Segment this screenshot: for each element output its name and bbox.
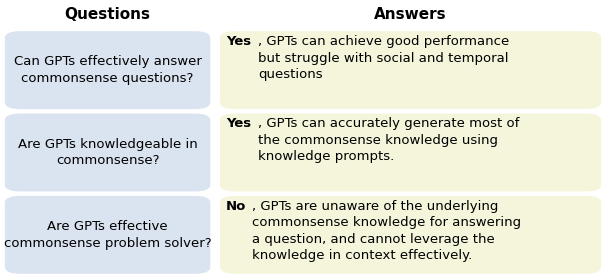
Text: Are GPTs effective
commonsense problem solver?: Are GPTs effective commonsense problem s… [4,220,211,250]
FancyBboxPatch shape [220,196,601,274]
FancyBboxPatch shape [5,196,210,274]
Text: Are GPTs knowledgeable in
commonsense?: Are GPTs knowledgeable in commonsense? [18,138,198,167]
Text: Can GPTs effectively answer
commonsense questions?: Can GPTs effectively answer commonsense … [13,55,202,85]
Text: Yes: Yes [226,117,251,130]
Text: , GPTs are unaware of the underlying
commonsense knowledge for answering
a quest: , GPTs are unaware of the underlying com… [252,200,521,262]
Text: , GPTs can accurately generate most of
the commonsense knowledge using
knowledge: , GPTs can accurately generate most of t… [258,117,520,163]
Text: Questions: Questions [65,7,150,22]
Text: Yes: Yes [226,35,251,48]
Text: Answers: Answers [375,7,447,22]
FancyBboxPatch shape [220,113,601,192]
FancyBboxPatch shape [5,113,210,192]
Text: , GPTs can achieve good performance
but struggle with social and temporal
questi: , GPTs can achieve good performance but … [258,35,510,81]
FancyBboxPatch shape [5,31,210,109]
Text: No: No [226,200,247,213]
FancyBboxPatch shape [220,31,601,109]
